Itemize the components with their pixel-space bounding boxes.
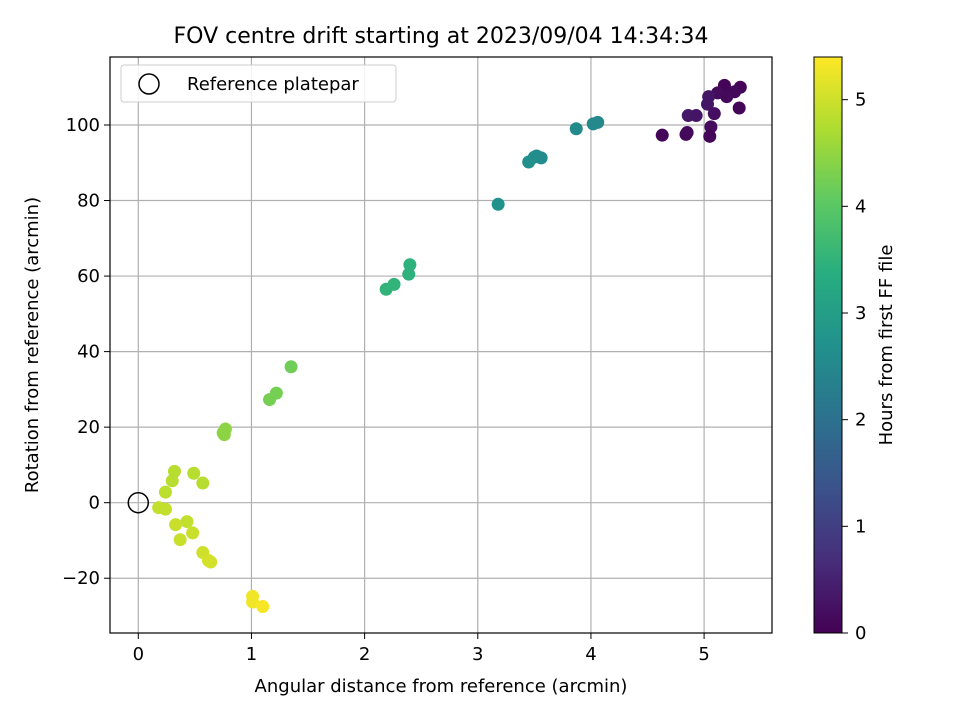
colorbar-gradient [813,56,843,634]
x-tick-label: 3 [472,644,483,665]
data-point [263,393,277,407]
y-axis-ticks: −20 0 20 40 60 80 100 [62,115,110,589]
data-point [217,428,231,442]
data-point [586,117,600,131]
data-point [720,90,734,104]
y-tick-label: 0 [89,493,100,514]
x-tick-label: 4 [585,644,596,665]
x-tick-label: 0 [133,644,144,665]
data-point [173,533,187,547]
data-points [127,78,747,614]
data-point [655,128,669,142]
data-point [196,476,210,490]
data-point [379,282,393,296]
data-point [522,155,536,169]
legend-entry-label: Reference platepar [187,74,359,95]
data-point [703,129,717,143]
data-point [284,360,298,374]
y-tick-label: 80 [77,191,100,212]
colorbar-tick-label: 0 [855,623,866,644]
data-point [180,515,194,529]
y-tick-label: 40 [77,342,100,363]
y-tick-label: −20 [62,568,100,589]
colorbar-tick-label: 2 [855,410,866,431]
data-point [158,485,172,499]
colorbar-tick-label: 1 [855,516,866,537]
data-point [402,267,416,281]
colorbar-tick-label: 3 [855,303,866,324]
data-point [246,595,260,609]
data-point [187,466,201,480]
x-tick-label: 1 [246,644,257,665]
data-point [158,502,172,516]
data-point [689,109,703,123]
x-axis-ticks: 0 1 2 3 4 5 [133,633,710,665]
colorbar-tick-label: 4 [855,196,866,217]
data-point [732,101,746,115]
chart-title: FOV centre drift starting at 2023/09/04 … [174,24,709,49]
data-point [680,126,694,140]
colorbar-tick-label: 5 [855,90,866,111]
plot-frame [109,56,773,634]
data-point [204,555,218,569]
colorbar-ticks: 0 1 2 3 4 5 [842,90,866,644]
legend: Reference platepar [120,64,397,103]
colorbar: 0 1 2 3 4 5 Hours from first FF file [813,56,897,644]
y-tick-label: 60 [77,266,100,287]
y-tick-label: 100 [66,115,100,136]
reference-platepar-marker [127,491,150,514]
x-tick-label: 2 [359,644,370,665]
colorbar-label: Hours from first FF file [876,245,897,446]
data-point [186,526,200,540]
data-point [704,120,718,134]
data-point [700,97,714,111]
y-tick-label: 20 [77,417,100,438]
data-point [169,518,183,532]
data-point [707,107,721,121]
x-axis-label: Angular distance from reference (arcmin) [255,676,628,697]
data-point [165,474,179,488]
y-axis-label: Rotation from reference (arcmin) [22,197,43,493]
legend-box [120,64,397,103]
data-point [491,197,505,211]
data-point [256,600,270,614]
data-point [569,122,583,136]
x-tick-label: 5 [698,644,709,665]
grid-lines [110,57,772,633]
legend-reference-marker [138,73,160,95]
data-point [403,258,417,272]
